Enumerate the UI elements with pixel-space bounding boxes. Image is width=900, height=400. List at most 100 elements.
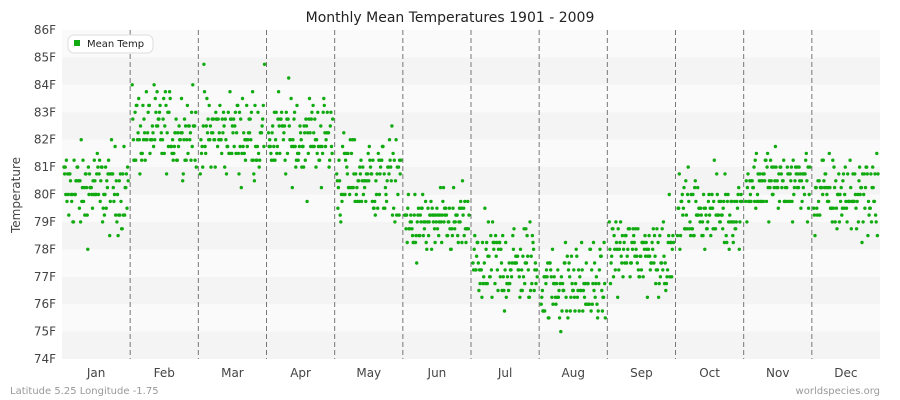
data-point bbox=[450, 233, 455, 238]
data-point bbox=[194, 165, 198, 169]
data-point bbox=[685, 227, 689, 231]
data-point bbox=[233, 124, 237, 128]
data-point bbox=[240, 151, 244, 156]
data-point bbox=[534, 281, 538, 286]
data-point bbox=[86, 165, 91, 169]
data-point bbox=[206, 117, 210, 121]
data-point bbox=[72, 158, 76, 162]
data-point bbox=[560, 281, 565, 286]
data-point bbox=[79, 138, 83, 142]
data-point bbox=[242, 131, 246, 135]
data-point bbox=[612, 233, 616, 238]
data-point bbox=[200, 144, 204, 149]
data-point bbox=[688, 233, 693, 238]
data-point bbox=[724, 233, 728, 238]
data-point bbox=[238, 144, 242, 149]
data-point bbox=[209, 165, 213, 169]
data-point bbox=[572, 295, 577, 299]
data-point bbox=[671, 233, 675, 238]
data-point bbox=[520, 288, 524, 293]
data-point bbox=[322, 103, 326, 108]
data-point bbox=[179, 96, 184, 101]
data-point bbox=[474, 268, 478, 272]
data-point bbox=[396, 192, 400, 197]
data-point bbox=[167, 110, 171, 115]
data-point bbox=[712, 158, 716, 162]
data-point bbox=[419, 220, 423, 224]
data-point bbox=[716, 213, 721, 217]
data-point bbox=[398, 172, 402, 176]
data-point bbox=[224, 172, 229, 176]
data-point bbox=[853, 192, 858, 197]
data-point bbox=[95, 172, 99, 176]
data-point bbox=[136, 131, 140, 135]
data-point bbox=[246, 138, 250, 142]
data-point bbox=[496, 247, 501, 251]
data-point bbox=[782, 158, 786, 162]
data-point bbox=[158, 103, 162, 108]
data-point bbox=[194, 110, 198, 115]
x-tick-label: Oct bbox=[699, 366, 720, 380]
data-point bbox=[860, 240, 864, 245]
data-point bbox=[577, 309, 581, 313]
data-point bbox=[648, 268, 652, 272]
data-point bbox=[451, 185, 456, 190]
data-point bbox=[353, 199, 357, 204]
data-point bbox=[579, 240, 584, 245]
data-point bbox=[218, 103, 222, 108]
data-point bbox=[392, 158, 396, 162]
data-point bbox=[831, 158, 835, 162]
data-point bbox=[670, 247, 674, 251]
data-point bbox=[744, 179, 748, 183]
data-point bbox=[282, 124, 287, 128]
data-point bbox=[176, 131, 180, 135]
data-point bbox=[462, 206, 466, 210]
data-point bbox=[617, 268, 621, 272]
data-point bbox=[544, 268, 549, 272]
data-point bbox=[242, 151, 246, 156]
data-point bbox=[544, 281, 548, 286]
data-point bbox=[78, 220, 83, 224]
data-point bbox=[150, 124, 155, 128]
data-point bbox=[415, 261, 419, 265]
data-point bbox=[779, 172, 783, 176]
data-point bbox=[239, 185, 243, 190]
data-point bbox=[630, 247, 635, 251]
data-point bbox=[832, 165, 836, 169]
data-point bbox=[520, 268, 524, 272]
data-point bbox=[713, 227, 718, 231]
y-tick-label: 80F bbox=[34, 188, 56, 202]
data-point bbox=[872, 199, 877, 204]
data-point bbox=[687, 199, 691, 204]
data-point bbox=[502, 309, 507, 313]
data-point bbox=[455, 213, 459, 217]
data-point bbox=[712, 199, 716, 204]
data-point bbox=[458, 220, 462, 224]
data-point bbox=[228, 90, 232, 94]
data-point bbox=[183, 124, 188, 128]
data-point bbox=[175, 158, 179, 162]
data-point bbox=[421, 233, 425, 238]
data-point bbox=[557, 316, 562, 320]
data-point bbox=[485, 281, 489, 286]
data-point bbox=[138, 172, 142, 176]
data-point bbox=[812, 213, 817, 217]
data-point bbox=[705, 227, 709, 231]
data-point bbox=[342, 131, 346, 135]
data-point bbox=[389, 165, 393, 169]
data-point bbox=[117, 179, 122, 183]
data-point bbox=[227, 151, 232, 156]
data-point bbox=[184, 158, 188, 162]
data-point bbox=[343, 192, 347, 197]
data-point bbox=[781, 179, 785, 183]
data-point bbox=[688, 220, 692, 224]
data-point bbox=[293, 144, 297, 149]
data-point bbox=[154, 110, 158, 115]
data-point bbox=[223, 117, 227, 121]
data-point bbox=[718, 220, 722, 224]
data-point bbox=[153, 138, 157, 142]
legend-label: Mean Temp bbox=[87, 39, 144, 50]
data-point bbox=[343, 158, 348, 162]
data-point bbox=[847, 199, 852, 204]
data-point bbox=[732, 199, 737, 204]
